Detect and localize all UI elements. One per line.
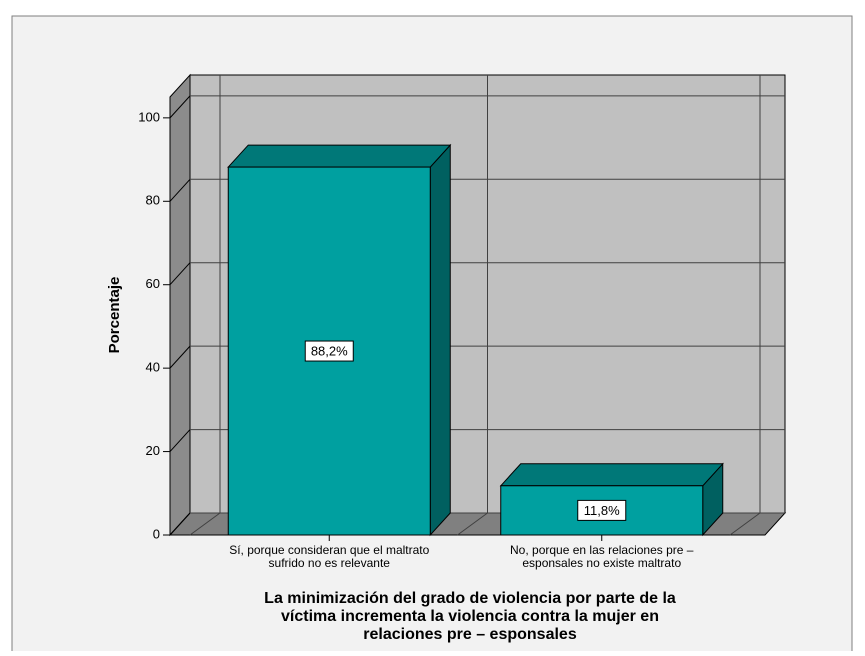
x-tick-label: Sí, porque consideran que el maltrato xyxy=(229,543,429,557)
grid-line xyxy=(169,95,191,119)
grid-line xyxy=(169,262,191,286)
floor-divider xyxy=(457,512,488,536)
grid-line xyxy=(169,429,191,452)
y-axis-label: Porcentaje xyxy=(106,277,123,354)
x-tick-label: esponsales no existe maltrato xyxy=(522,556,681,570)
grid-line xyxy=(169,512,191,536)
value-label-box xyxy=(304,340,354,362)
floor-divider xyxy=(189,512,221,536)
y-tick-label: 80 xyxy=(146,193,160,208)
value-label: 88,2% xyxy=(311,343,348,358)
value-label-box xyxy=(577,499,627,521)
left-wall xyxy=(169,73,191,537)
y-tick-label: 40 xyxy=(146,360,160,375)
grid-line xyxy=(169,345,191,369)
x-axis-label: víctima incrementa la violencia contra l… xyxy=(281,608,659,625)
bar-side xyxy=(429,143,451,537)
bar-top xyxy=(499,463,724,487)
bar-top xyxy=(227,144,452,168)
grid-line xyxy=(169,178,191,202)
y-tick-label: 20 xyxy=(146,443,160,458)
x-tick-label: No, porque en las relaciones pre – xyxy=(510,543,694,557)
floor-divider xyxy=(729,512,761,536)
value-label: 11,8% xyxy=(584,503,620,518)
y-tick-label: 60 xyxy=(146,276,160,291)
x-axis-label: La minimización del grado de violencia p… xyxy=(264,590,676,607)
x-tick-label: sufrido no es relevante xyxy=(269,556,391,570)
y-tick-label: 100 xyxy=(138,109,160,124)
x-axis-label: relaciones pre – esponsales xyxy=(363,626,577,643)
y-tick-label: 0 xyxy=(153,526,160,541)
